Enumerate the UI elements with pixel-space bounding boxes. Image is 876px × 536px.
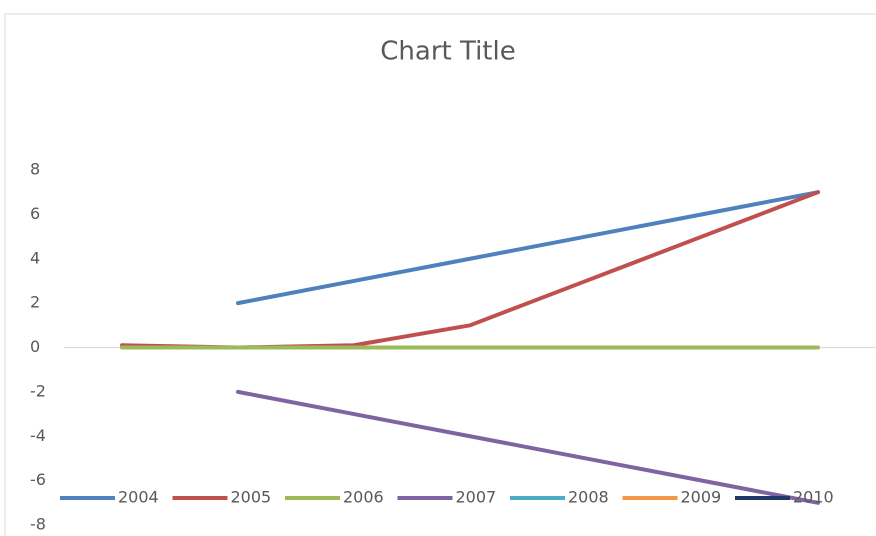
legend-label: 2006	[343, 488, 384, 507]
y-tick-label: 0	[30, 337, 40, 356]
legend-label: 2004	[118, 488, 159, 507]
legend-label: 2009	[681, 488, 722, 507]
legend-label: 2005	[231, 488, 272, 507]
y-tick-label: 4	[30, 248, 40, 267]
legend-label: 2008	[568, 488, 609, 507]
series-line	[120, 190, 820, 350]
series-line	[236, 389, 820, 505]
series-line	[236, 190, 820, 306]
chart-title: Chart Title	[380, 37, 515, 67]
chart-frame	[4, 13, 876, 536]
y-tick-label: 6	[30, 204, 40, 223]
y-tick-label: 2	[30, 293, 40, 312]
y-tick-label: -6	[30, 470, 46, 489]
y-tick-label: -8	[30, 515, 46, 534]
y-tick-label: -2	[30, 381, 46, 400]
legend-label: 2007	[456, 488, 497, 507]
y-tick-label: -4	[30, 426, 46, 445]
legend-label: 2010	[793, 488, 834, 507]
y-tick-label: 8	[30, 160, 40, 179]
